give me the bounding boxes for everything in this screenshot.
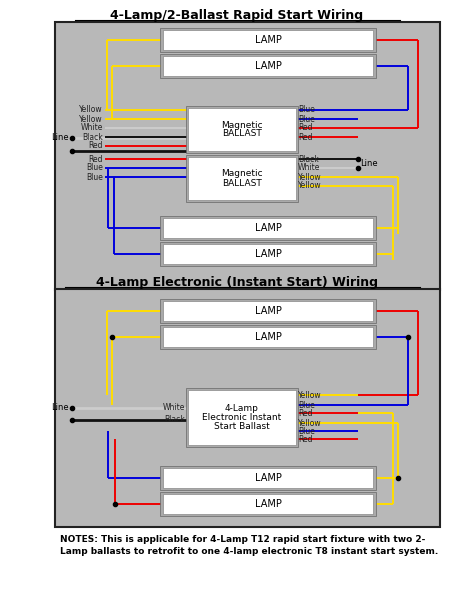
Text: Line: Line [51,403,69,413]
Bar [160,299,376,323]
Text: Blue: Blue [86,172,103,181]
Text: LAMP: LAMP [255,499,282,509]
Text: Red: Red [298,408,312,417]
Text: Blue: Blue [86,164,103,172]
Text: LAMP: LAMP [255,223,282,233]
Bar [163,244,373,264]
Text: White: White [81,123,103,132]
Text: Start Ballast: Start Ballast [214,422,270,431]
Bar [160,216,376,240]
Bar [163,30,373,50]
Text: LAMP: LAMP [255,61,282,71]
Text: Black: Black [164,416,185,424]
Bar [160,242,376,266]
Text: Yellow: Yellow [298,172,322,181]
Text: LAMP: LAMP [255,306,282,316]
Bar [186,106,298,153]
Text: Black: Black [298,154,319,164]
Text: Black: Black [82,132,103,142]
Bar [188,390,296,445]
Bar [160,466,376,490]
Text: 4-Lamp/2-Ballast Rapid Start Wiring: 4-Lamp/2-Ballast Rapid Start Wiring [110,9,364,22]
Text: Line: Line [51,134,69,142]
Bar [186,155,298,202]
Bar [160,325,376,349]
Bar [160,28,376,52]
Bar [188,157,296,200]
Text: 4-Lamp: 4-Lamp [225,404,259,413]
Bar [55,289,440,527]
Bar [186,388,298,447]
Text: Magnetic: Magnetic [221,121,263,129]
Bar [163,468,373,488]
Text: 4-Lamp Electronic (Instant Start) Wiring: 4-Lamp Electronic (Instant Start) Wiring [96,276,378,289]
Text: BALLAST: BALLAST [222,178,262,188]
Text: Electronic Instant: Electronic Instant [202,413,282,422]
Text: White: White [298,164,320,172]
Text: White: White [163,403,185,413]
Bar [163,56,373,76]
Text: Red: Red [89,154,103,164]
Text: Yellow: Yellow [298,419,322,427]
Text: NOTES: This is applicable for 4-Lamp T12 rapid start fixture with two 2-
Lamp ba: NOTES: This is applicable for 4-Lamp T12… [60,535,438,557]
Text: Line: Line [360,159,378,167]
Text: Blue: Blue [298,427,315,435]
Text: Red: Red [89,142,103,151]
Text: Red: Red [298,435,312,443]
Bar [160,492,376,516]
Text: Red: Red [298,123,312,132]
Bar [163,301,373,321]
Bar [55,22,440,290]
Text: Blue: Blue [298,105,315,115]
Text: Blue: Blue [298,400,315,409]
Bar [160,54,376,78]
Text: LAMP: LAMP [255,249,282,259]
Text: LAMP: LAMP [255,332,282,342]
Bar [188,108,296,151]
Bar [163,327,373,347]
Text: Yellow: Yellow [79,105,103,115]
Text: LAMP: LAMP [255,35,282,45]
Text: BALLAST: BALLAST [222,129,262,139]
Text: Blue: Blue [298,115,315,123]
Bar [163,494,373,514]
Text: Yellow: Yellow [79,115,103,123]
Text: Red: Red [298,132,312,142]
Bar [163,218,373,238]
Text: Magnetic: Magnetic [221,170,263,178]
Text: Yellow: Yellow [298,181,322,191]
Text: LAMP: LAMP [255,473,282,483]
Text: Yellow: Yellow [298,390,322,400]
